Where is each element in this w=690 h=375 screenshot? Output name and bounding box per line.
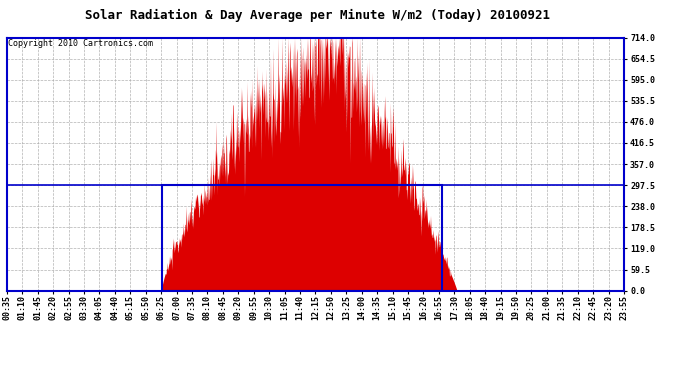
Text: Solar Radiation & Day Average per Minute W/m2 (Today) 20100921: Solar Radiation & Day Average per Minute… xyxy=(85,9,550,22)
Bar xyxy=(161,185,442,291)
Text: Copyright 2010 Cartronics.com: Copyright 2010 Cartronics.com xyxy=(8,39,153,48)
